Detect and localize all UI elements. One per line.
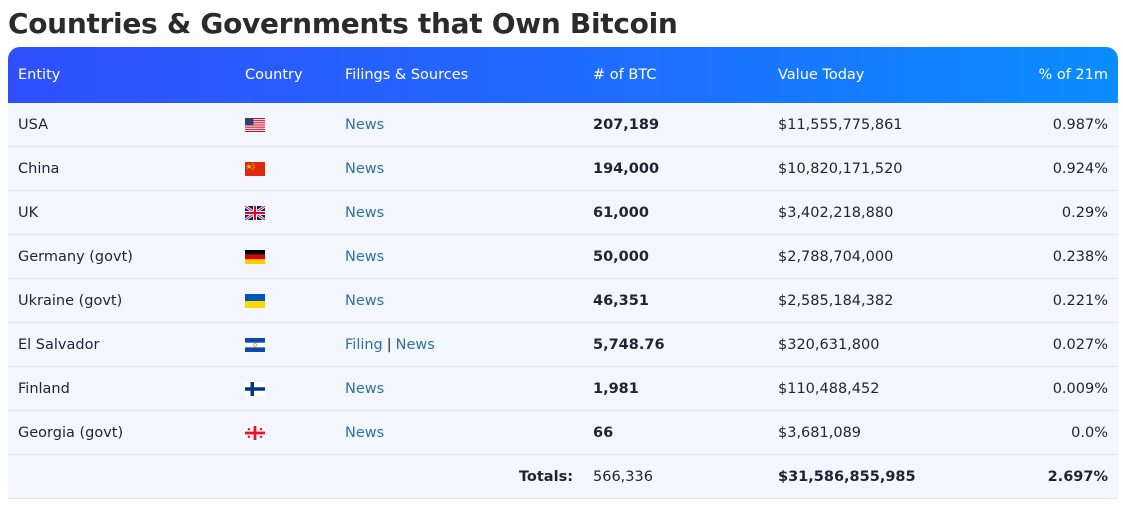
btc-cell: 194,000	[593, 160, 660, 177]
holdings-table: Entity Country Filings & Sources # of BT…	[8, 47, 1118, 499]
sources-cell: News	[335, 293, 583, 309]
source-link-news[interactable]: News	[345, 160, 385, 177]
country-cell	[235, 381, 335, 397]
totals-btc: 566,336	[593, 468, 653, 485]
pct-cell: 0.221%	[1052, 292, 1108, 309]
header-country[interactable]: Country	[245, 67, 303, 83]
totals-label: Totals:	[518, 468, 573, 485]
header-btc[interactable]: # of BTC	[593, 67, 657, 83]
value-cell: $320,631,800	[778, 336, 880, 353]
header-value[interactable]: Value Today	[778, 67, 865, 83]
value-cell: $110,488,452	[778, 380, 880, 397]
table-row: Finland News 1,981 $110,488,452 0.009%	[8, 367, 1118, 411]
ukraine-flag-icon	[245, 293, 265, 308]
country-cell	[235, 117, 335, 133]
totals-pct: 2.697%	[1047, 468, 1108, 485]
source-link-news[interactable]: News	[345, 204, 385, 221]
table-row: Georgia (govt) News 66 $3,681,089 0.0%	[8, 411, 1118, 455]
pct-cell: 0.924%	[1052, 160, 1108, 177]
source-link-news[interactable]: News	[345, 424, 385, 441]
header-filings[interactable]: Filings & Sources	[345, 67, 469, 83]
btc-cell: 207,189	[593, 116, 660, 133]
georgia-flag-icon	[245, 425, 265, 440]
uk-flag-icon	[244, 204, 266, 221]
value-cell: $2,788,704,000	[778, 248, 894, 265]
source-link-news[interactable]: News	[345, 292, 385, 309]
btc-cell: 50,000	[593, 248, 649, 265]
entity-cell: Finland	[18, 380, 70, 397]
value-cell: $3,402,218,880	[778, 204, 894, 221]
table-body: USA News 207,189 $11,555,775,861 0.987% China…	[8, 103, 1118, 455]
table-row: USA News 207,189 $11,555,775,861 0.987%	[8, 103, 1118, 147]
table-row: Germany (govt) News 50,000 $2,788,704,000 0.…	[8, 235, 1118, 279]
source-separator: |	[386, 336, 392, 353]
pct-cell: 0.987%	[1052, 116, 1108, 133]
totals-value: $31,586,855,985	[778, 468, 916, 485]
btc-cell: 5,748.76	[593, 336, 665, 353]
country-cell	[235, 425, 335, 441]
sources-cell: News	[335, 117, 583, 133]
source-link-news[interactable]: News	[345, 380, 385, 397]
pct-cell: 0.238%	[1052, 248, 1108, 265]
page-title: Countries & Governments that Own Bitcoin	[8, 7, 678, 40]
table-row: Ukraine (govt) News 46,351 $2,585,184,382 0.…	[8, 279, 1118, 323]
sources-cell: News	[335, 249, 583, 265]
finland-flag-icon	[245, 381, 265, 396]
country-cell	[235, 249, 335, 265]
btc-cell: 66	[593, 424, 614, 441]
entity-cell: El Salvador	[18, 336, 100, 353]
entity-cell: China	[18, 160, 60, 177]
source-link-filing[interactable]: Filing	[345, 336, 383, 353]
entity-cell: UK	[18, 204, 39, 221]
table-row: China News 194,000 $10,820,171,520 0.924%	[8, 147, 1118, 191]
source-link-news[interactable]: News	[345, 248, 385, 265]
us-flag-icon	[245, 117, 265, 132]
el-salvador-flag-icon	[245, 337, 265, 352]
china-flag-icon	[245, 161, 265, 176]
totals-row: Totals: 566,336 $31,586,855,985 2.697%	[8, 455, 1118, 499]
value-cell: $10,820,171,520	[778, 160, 903, 177]
germany-flag-icon	[245, 249, 265, 264]
header-pct[interactable]: % of 21m	[1038, 67, 1108, 83]
entity-cell: Germany (govt)	[18, 248, 133, 265]
sources-cell: Filing | News	[335, 337, 583, 353]
source-link-news[interactable]: News	[395, 336, 435, 353]
pct-cell: 0.0%	[1071, 424, 1108, 441]
btc-cell: 46,351	[593, 292, 649, 309]
value-cell: $2,585,184,382	[778, 292, 894, 309]
table-row: El Salvador Filing | News 5,748.76 $320,631,8…	[8, 323, 1118, 367]
value-cell: $3,681,089	[778, 424, 862, 441]
entity-cell: USA	[18, 116, 49, 133]
pct-cell: 0.009%	[1052, 380, 1108, 397]
pct-cell: 0.027%	[1052, 336, 1108, 353]
header-entity[interactable]: Entity	[18, 67, 61, 83]
sources-cell: News	[335, 161, 583, 177]
btc-cell: 1,981	[593, 380, 639, 397]
pct-cell: 0.29%	[1061, 204, 1108, 221]
country-cell	[235, 293, 335, 309]
entity-cell: Ukraine (govt)	[18, 292, 123, 309]
btc-cell: 61,000	[593, 204, 649, 221]
sources-cell: News	[335, 425, 583, 441]
source-link-news[interactable]: News	[345, 116, 385, 133]
sources-cell: News	[335, 381, 583, 397]
country-cell	[235, 161, 335, 177]
country-cell	[235, 337, 335, 353]
table-row: UK News 61,000 $3,402,218,880 0.29%	[8, 191, 1118, 235]
value-cell: $11,555,775,861	[778, 116, 903, 133]
entity-cell: Georgia (govt)	[18, 424, 124, 441]
sources-cell: News	[335, 205, 583, 221]
country-cell	[235, 204, 335, 221]
table-header-row: Entity Country Filings & Sources # of BT…	[8, 47, 1118, 103]
